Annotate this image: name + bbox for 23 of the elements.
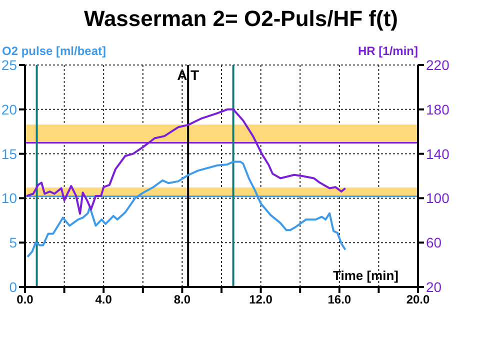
x-tick-label: 8.0 [174, 292, 191, 307]
y2-tick-label: 220 [426, 56, 450, 73]
y2-tick-label: 100 [426, 190, 450, 206]
y2-tick-label: 60 [426, 234, 442, 251]
x-tick-label: 0.0 [16, 292, 34, 307]
chart-title: Wasserman 2= O2-Puls/HF f(t) [83, 6, 399, 32]
ref-line-label: A T [177, 66, 200, 83]
y-tick-label: 10 [1, 190, 18, 206]
x-tick-label: 12.0 [249, 292, 273, 307]
y2-tick-label: 140 [426, 146, 450, 162]
y2-tick-label: 180 [426, 101, 450, 118]
y2-axis-title: HR [1/min] [358, 44, 418, 58]
x-axis-title: Time [min] [333, 268, 398, 283]
y-tick-label: 25 [1, 56, 18, 73]
y-tick-label: 15 [1, 146, 18, 162]
x-tick-label: 16.0 [328, 292, 352, 307]
y2-tick-label: 20 [426, 278, 442, 295]
y-tick-label: 20 [1, 101, 18, 118]
x-tick-label: 20.0 [406, 292, 430, 307]
y-tick-label: 0 [9, 278, 18, 295]
y-tick-label: 5 [9, 234, 18, 251]
x-tick-label: 4.0 [95, 292, 112, 307]
y-axis-title: O2 pulse [ml/beat] [2, 44, 106, 58]
